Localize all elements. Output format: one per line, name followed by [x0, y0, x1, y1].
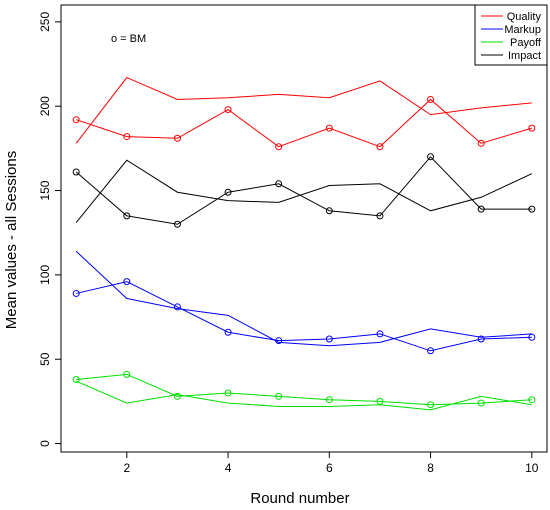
markup-bm-point [376, 330, 384, 338]
x-tick-label: 2 [123, 461, 130, 475]
impact-bm-point [72, 168, 80, 176]
impact-bm-point [477, 205, 485, 213]
markup-bm-point [477, 335, 485, 343]
markup-bm-point [123, 278, 131, 286]
quality-bm-point [173, 134, 181, 142]
series-payoff [72, 370, 536, 411]
payoff-bm-line [76, 373, 532, 406]
y-tick-label: 100 [38, 265, 52, 285]
markup-bm-point [427, 347, 435, 355]
quality-bm-point [427, 95, 435, 103]
quality-bm-point [275, 143, 283, 151]
payoff-bm-point [528, 396, 536, 404]
payoff-bm-point [477, 399, 485, 407]
x-axis-label: Round number [250, 490, 349, 507]
markup-bm-line [76, 281, 532, 352]
bm-annotation: o = BM [111, 33, 146, 45]
plot-frame [60, 4, 548, 453]
markup-bm-point [275, 337, 283, 345]
quality-bm-point [528, 124, 536, 132]
quality-bm-point [224, 106, 232, 114]
x-tick-label: 8 [427, 461, 434, 475]
y-tick-label: 200 [38, 96, 52, 116]
payoff-bm-point [427, 401, 435, 409]
y-tick-label: 50 [38, 352, 52, 366]
y-tick-label: 150 [38, 180, 52, 200]
series-impact [72, 153, 536, 228]
quality-bm-point [477, 139, 485, 147]
impact-bm-point [123, 212, 131, 220]
payoff-bm-point [123, 370, 131, 378]
impact-bm-point [528, 205, 536, 213]
x-tick-label: 10 [525, 461, 539, 475]
payoff-bm-point [173, 392, 181, 400]
markup-bm-point [528, 333, 536, 341]
payoff-bm-point [376, 397, 384, 405]
quality-bm-point [376, 143, 384, 151]
impact-bm-point [427, 153, 435, 161]
legend-label: Quality [507, 11, 542, 23]
markup-bm-point [325, 335, 333, 343]
series-layer [72, 76, 536, 411]
payoff-bm-point [275, 392, 283, 400]
x-tick-label: 4 [225, 461, 232, 475]
y-tick-label: 250 [38, 12, 52, 32]
quality-bm-line [76, 98, 532, 148]
legend-label: Markup [504, 24, 541, 36]
impact-bm-point [325, 207, 333, 215]
payoff-series-line [75, 380, 532, 411]
markup-series-line [75, 250, 532, 347]
payoff-bm-point [325, 396, 333, 404]
series-quality [72, 76, 536, 151]
y-tick-label: 0 [38, 440, 52, 447]
quality-bm-point [72, 116, 80, 124]
impact-bm-line [75, 156, 532, 225]
legend-label: Impact [508, 50, 541, 62]
payoff-bm-point [224, 389, 232, 397]
impact-bm-point [224, 188, 232, 196]
impact-bm-point [173, 220, 181, 228]
impact-bm-point [275, 180, 283, 188]
x-tick-label: 6 [326, 461, 333, 475]
quality-bm-point [123, 133, 131, 141]
impact-series-line [75, 159, 533, 223]
quality-series-line [75, 76, 532, 144]
impact-bm-point [376, 212, 384, 220]
markup-bm-point [72, 289, 80, 297]
y-axis-label: Mean values - all Sessions [3, 151, 20, 329]
payoff-bm-point [72, 375, 80, 383]
legend-label: Payoff [510, 37, 542, 49]
quality-bm-point [325, 124, 333, 132]
markup-bm-point [224, 328, 232, 336]
series-markup [72, 250, 536, 355]
markup-bm-point [173, 303, 181, 311]
